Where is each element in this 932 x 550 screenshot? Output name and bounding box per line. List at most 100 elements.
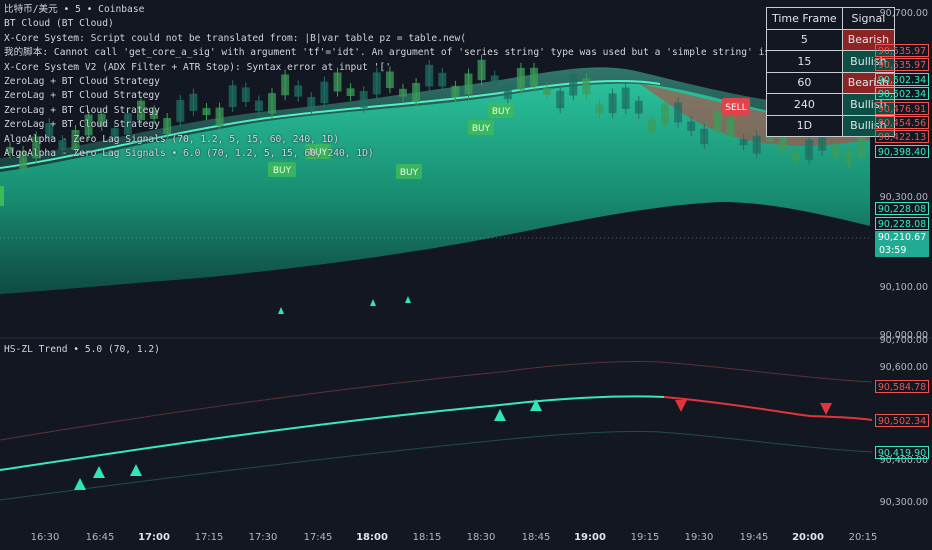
axis-label: 90,100.00 bbox=[879, 282, 928, 293]
buy-label-clipped bbox=[0, 186, 4, 206]
candle-body bbox=[399, 88, 407, 97]
indicator-legend[interactable]: AlgoAlpha - Zero Lag Signals • 6.0 (70, … bbox=[4, 148, 374, 159]
time-label: 18:30 bbox=[466, 532, 496, 543]
time-label: 18:15 bbox=[412, 532, 442, 543]
candle-body bbox=[674, 102, 683, 123]
table-tf: 15 bbox=[766, 50, 843, 73]
price-badge: 90,228.08 bbox=[875, 217, 929, 230]
bar-countdown: 03:59 bbox=[879, 245, 907, 256]
price-badge: 90,422.13 bbox=[875, 130, 929, 143]
time-label: 20:00 bbox=[792, 532, 824, 543]
price-badge: 90,419.90 bbox=[875, 446, 929, 459]
candle-body bbox=[543, 88, 552, 95]
time-label: 19:30 bbox=[684, 532, 714, 543]
candle-body bbox=[621, 87, 630, 109]
candle-body bbox=[530, 67, 538, 87]
candle-body bbox=[516, 67, 525, 90]
candle-body bbox=[490, 75, 499, 86]
candle-body bbox=[294, 85, 303, 97]
candle-body bbox=[359, 91, 368, 108]
candle-body bbox=[412, 82, 421, 103]
table-tf: 60 bbox=[766, 71, 843, 94]
buy-label: BUY bbox=[396, 164, 422, 179]
axis-label: 90,300.00 bbox=[879, 192, 928, 203]
trend-line-bear bbox=[663, 396, 873, 421]
candle-body bbox=[661, 103, 669, 125]
indicator-legend[interactable]: ZeroLag + BT Cloud Strategy bbox=[4, 76, 160, 87]
table-signal: Bullish bbox=[841, 114, 896, 137]
candle-body bbox=[700, 128, 709, 145]
candle-body bbox=[752, 135, 761, 154]
candle-body bbox=[634, 100, 643, 114]
indicator-legend[interactable]: ZeroLag + BT Cloud Strategy bbox=[4, 90, 160, 102]
candle-body bbox=[385, 71, 394, 89]
table-signal: Bullish bbox=[841, 93, 896, 116]
candle-body bbox=[595, 104, 604, 114]
candle-body bbox=[857, 136, 866, 158]
candle-body bbox=[110, 128, 119, 142]
indicator-legend[interactable]: ZeroLag + BT Cloud Strategy bbox=[4, 104, 160, 116]
candle-body bbox=[228, 85, 237, 108]
buy-label: BUY bbox=[468, 120, 494, 135]
indicator-error[interactable]: X-Core System: Script could not be trans… bbox=[4, 32, 467, 44]
table-header: Time Frame bbox=[766, 7, 843, 30]
candle-body bbox=[477, 59, 486, 81]
candle-body bbox=[71, 129, 80, 150]
trend-line-bull bbox=[0, 395, 665, 471]
candle-body bbox=[582, 78, 591, 95]
time-label: 20:15 bbox=[848, 532, 878, 543]
indicator-error[interactable]: 我的脚本: Cannot call 'get_core_a_sig' with … bbox=[4, 47, 828, 59]
price-badge: 90,228.08 bbox=[875, 202, 929, 215]
symbol-title[interactable]: 比特币/美元 • 5 • Coinbase bbox=[4, 4, 145, 15]
axis-label: 90,600.00 bbox=[879, 362, 928, 373]
candle-body bbox=[176, 99, 185, 122]
trend-up-triangle bbox=[494, 409, 506, 421]
candle-body bbox=[647, 119, 656, 133]
signal-table: Time Frame Signal 5 Bearish 15 Bullish 60 Be… bbox=[766, 7, 896, 137]
time-label: 16:30 bbox=[30, 532, 60, 543]
price-badge: 90,476.91 bbox=[875, 102, 929, 115]
trend-lower-band bbox=[0, 430, 873, 501]
candle-body bbox=[818, 129, 827, 151]
trend-up-triangle bbox=[74, 478, 86, 490]
candle-body bbox=[19, 150, 28, 169]
indicator-legend[interactable]: AlgoAlpha - Zero Lag Signals (70, 1.2, 5… bbox=[4, 133, 340, 145]
candle-body bbox=[831, 144, 840, 157]
pane2-title[interactable]: HS-ZL Trend • 5.0 (70, 1.2) bbox=[4, 344, 160, 355]
candle-body bbox=[805, 139, 814, 160]
time-label: 17:30 bbox=[248, 532, 278, 543]
current-price-label: 90,210.67 03:59 bbox=[875, 231, 929, 257]
svg-text:BUY: BUY bbox=[309, 148, 328, 158]
time-label: 17:15 bbox=[194, 532, 224, 543]
candle-body bbox=[189, 93, 198, 111]
candle-body bbox=[163, 118, 172, 134]
price-badge: 90,502.34 bbox=[875, 87, 929, 100]
indicator-legend[interactable]: ZeroLag + BT Cloud Strategy bbox=[4, 119, 160, 131]
axis-label: 90,300.00 bbox=[879, 497, 928, 508]
indicator-legend[interactable]: BT Cloud (BT Cloud) bbox=[4, 18, 114, 30]
candle-body bbox=[739, 139, 748, 146]
candle-body bbox=[6, 147, 14, 153]
svg-text:BUY: BUY bbox=[400, 168, 419, 178]
candle-body bbox=[333, 72, 342, 92]
time-label: 19:15 bbox=[630, 532, 660, 543]
price-badge: 90,535.97 bbox=[875, 44, 929, 57]
candle-body bbox=[438, 72, 447, 87]
candle-body bbox=[268, 93, 276, 114]
candle-body bbox=[569, 73, 578, 96]
price-badge: 90,502.34 bbox=[875, 73, 929, 86]
candle-body bbox=[84, 114, 93, 136]
time-label: 18:45 bbox=[521, 532, 551, 543]
candle-body bbox=[45, 123, 54, 139]
axis-label: 90,000.00 bbox=[879, 330, 928, 341]
candle-body bbox=[792, 151, 800, 161]
svg-text:BUY: BUY bbox=[492, 107, 511, 117]
candle-body bbox=[372, 72, 381, 95]
candle-body bbox=[687, 121, 696, 131]
candle-body bbox=[556, 90, 565, 109]
indicator-error[interactable]: X-Core System V2 (ADX Filter + ATR Stop)… bbox=[4, 61, 391, 73]
table-signal: Bearish bbox=[841, 71, 896, 94]
cloud-fill bbox=[0, 83, 870, 294]
signal-triangle bbox=[370, 299, 376, 306]
